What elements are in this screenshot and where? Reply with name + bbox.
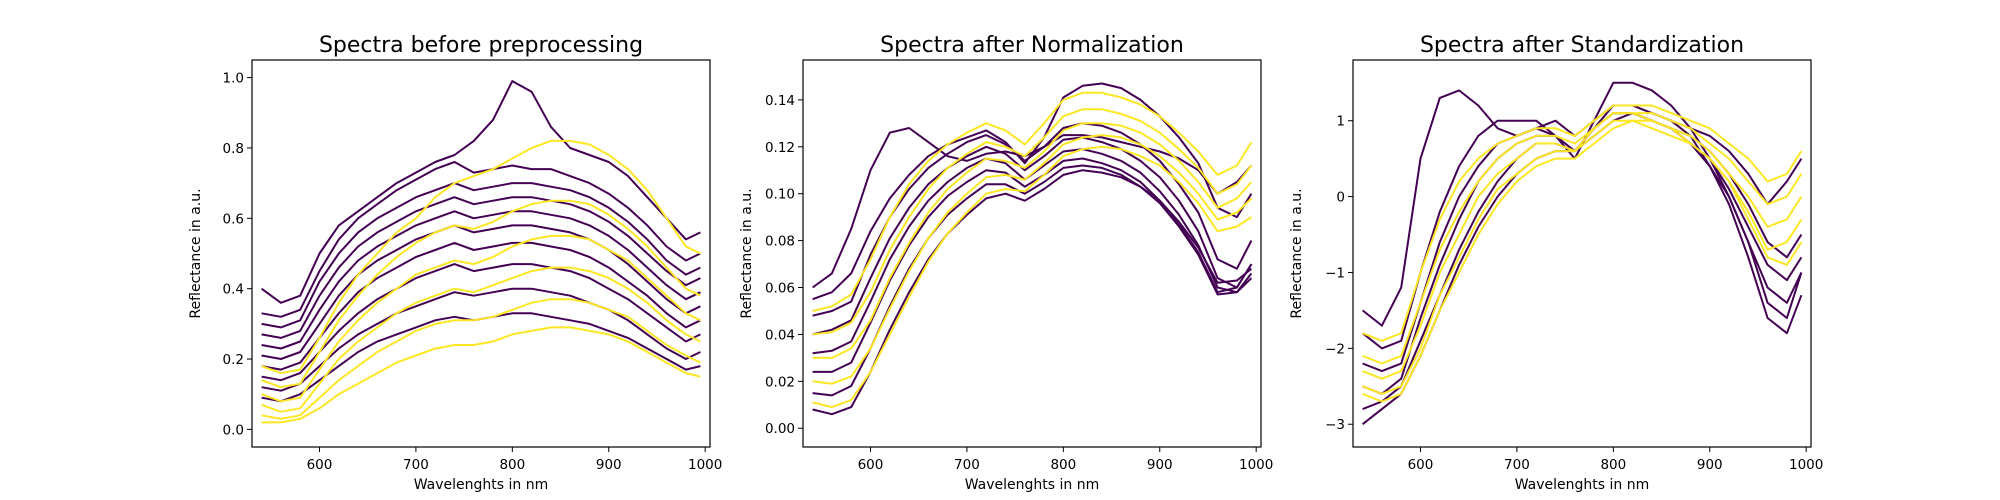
y-tick-label: 0.2 xyxy=(223,352,244,368)
chart-title: Spectra after Standardization xyxy=(1420,33,1744,58)
y-tick-label: 0.10 xyxy=(765,187,795,203)
y-tick-label: 0.08 xyxy=(765,234,795,250)
spectrum-line-class_b xyxy=(1362,112,1803,365)
y-tick-label: 0.06 xyxy=(765,281,795,297)
spectrum-line-class_a xyxy=(812,169,1253,416)
y-axis-label: Reflectance in a.u. xyxy=(188,188,204,318)
x-tick-label: 1000 xyxy=(1239,457,1273,473)
series-group xyxy=(812,82,1253,416)
spectrum-line-class_b xyxy=(812,91,1253,312)
series-group xyxy=(261,80,701,424)
x-tick-label: 600 xyxy=(1408,457,1434,473)
spectrum-line-class_a xyxy=(261,161,701,318)
y-tick-label: 0.12 xyxy=(765,140,795,156)
spectrum-line-class_a xyxy=(261,196,701,339)
y-tick-label: 0 xyxy=(1336,190,1345,206)
spectrum-line-class_a xyxy=(261,224,701,360)
chart-panel: 600 700 800 900 1000 0.0 0.2 0.4 0.6 0.8 1.0 Spectr… xyxy=(188,33,722,493)
y-tick-label: 0.00 xyxy=(765,421,795,437)
spectrum-line-class_a xyxy=(1361,81,1803,350)
x-tick-label: 700 xyxy=(1504,457,1530,473)
y-tick-label: 0.04 xyxy=(765,327,795,343)
spectrum-line-class_b xyxy=(1362,104,1803,342)
y-tick-label: 1.0 xyxy=(223,71,244,87)
y-tick-label: −1 xyxy=(1325,265,1345,281)
x-tick-label: 700 xyxy=(954,457,980,473)
x-tick-label: 800 xyxy=(1600,457,1626,473)
y-axis-label: Reflectance in a.u. xyxy=(1289,188,1305,318)
spectrum-line-class_b xyxy=(261,139,701,375)
x-tick-label: 600 xyxy=(858,457,884,473)
x-tick-label: 600 xyxy=(307,457,333,473)
x-tick-label: 900 xyxy=(1697,457,1723,473)
y-tick-label: −3 xyxy=(1325,417,1345,433)
y-tick-label: 0.02 xyxy=(765,374,795,390)
y-tick-label: 1 xyxy=(1336,114,1345,130)
y-tick-label: 0.8 xyxy=(223,141,244,157)
y-axis-label: Reflectance in a.u. xyxy=(739,188,755,318)
x-tick-label: 800 xyxy=(1050,457,1076,473)
spectrum-line-class_b xyxy=(261,266,701,413)
x-tick-label: 1000 xyxy=(688,457,722,473)
chart-title: Spectra before preprocessing xyxy=(319,33,643,58)
chart-panel: 600 700 800 900 1000 0.00 0.02 0.04 0.06 0.08 0.10… xyxy=(739,33,1273,493)
y-tick-label: 0.0 xyxy=(223,422,244,438)
spectrum-line-class_a xyxy=(261,263,701,382)
spectrum-line-class_a xyxy=(261,182,701,329)
y-tick-label: −2 xyxy=(1325,341,1345,357)
x-tick-label: 700 xyxy=(403,457,429,473)
spectrum-line-class_b xyxy=(812,122,1253,359)
spectrum-line-class_b xyxy=(1362,119,1803,403)
x-tick-label: 1000 xyxy=(1789,457,1823,473)
series-group xyxy=(1361,81,1803,425)
axes-frame xyxy=(251,59,711,448)
axes-frame xyxy=(1352,59,1812,448)
spectrum-line-class_a xyxy=(261,287,701,392)
spectrum-line-class_b xyxy=(261,199,701,389)
axes-frame xyxy=(802,59,1262,448)
spectrum-line-class_b xyxy=(261,326,701,424)
spectrum-line-class_a xyxy=(261,80,701,304)
spectrum-line-class_b xyxy=(1362,112,1803,380)
x-axis-label: Wavelenghts in nm xyxy=(414,477,549,493)
spectrum-line-class_b xyxy=(261,298,701,420)
y-tick-label: 0.14 xyxy=(765,93,795,109)
spectrum-line-class_b xyxy=(812,145,1252,409)
spectrum-line-class_a xyxy=(812,164,1253,397)
spectrum-line-class_a xyxy=(261,241,701,371)
spectrum-line-class_b xyxy=(261,234,701,403)
spectrum-line-class_b xyxy=(1362,119,1803,395)
spectrum-line-class_a xyxy=(261,210,701,350)
x-tick-label: 800 xyxy=(499,457,525,473)
x-tick-label: 900 xyxy=(596,457,622,473)
y-tick-label: 0.4 xyxy=(223,282,244,298)
spectrum-line-class_a xyxy=(812,82,1253,301)
y-tick-label: 0.6 xyxy=(223,211,244,227)
spectrum-line-class_b xyxy=(812,108,1253,336)
chart-panel: 600 700 800 900 1000 −3 −2 −1 0 1 Spectra after St… xyxy=(1289,33,1823,493)
x-tick-label: 900 xyxy=(1147,457,1173,473)
spectrum-line-class_a xyxy=(1361,89,1803,327)
x-axis-label: Wavelenghts in nm xyxy=(965,477,1100,493)
chart-title: Spectra after Normalization xyxy=(880,33,1184,58)
x-axis-label: Wavelenghts in nm xyxy=(1515,477,1650,493)
spectrum-line-class_a xyxy=(812,136,1253,336)
spectrum-line-class_b xyxy=(812,134,1253,385)
